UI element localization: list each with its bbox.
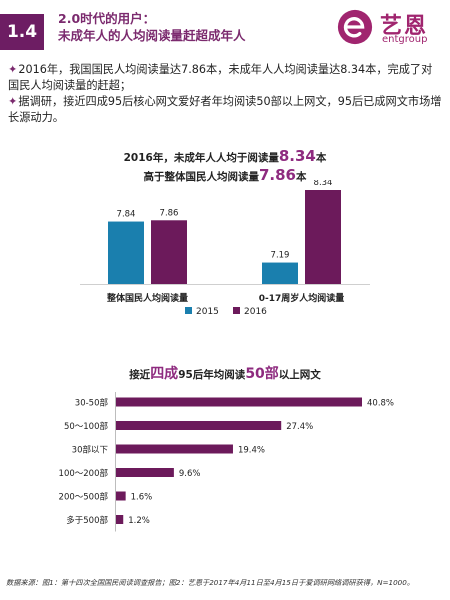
chart1-title-highlight: 7.86 bbox=[258, 166, 296, 184]
chart2-title-text: 接近 bbox=[129, 369, 151, 381]
web-novel-reading-bar-chart: 30-50部 40.8% 50～100部 27.4% 30部以下 19.4% 100～200… bbox=[59, 392, 394, 532]
category-label: 30部以下 bbox=[72, 445, 109, 456]
category-label: 100～200部 bbox=[59, 468, 109, 479]
logo-english-text: entgroup bbox=[382, 34, 428, 45]
bullet-icon: ✦ bbox=[8, 95, 18, 108]
intro-paragraph-2: ✦据调研，接近四成95后核心网文爱好者年均阅读50部以上网文，95后已成网文市场… bbox=[8, 94, 442, 126]
bar-2 bbox=[116, 444, 233, 454]
header: 1.4 2.0时代的用户： 未成年人的人均阅读量赶超成年人 艺恩 entgrou… bbox=[0, 0, 450, 58]
data-label: 9.6% bbox=[179, 469, 201, 479]
chart2-title-highlight: 50部 bbox=[245, 366, 279, 382]
reading-volume-bar-chart: 7.84 7.86 整体国民人均阅读量 7.19 8.34 0-17周岁人均阅读量 2015… bbox=[80, 180, 370, 317]
chart1-title-text: 2016年，未成年人人均于阅读量 bbox=[123, 152, 279, 164]
category-label: 多于500部 bbox=[66, 515, 108, 526]
chart2-title-text: 以上网文 bbox=[278, 369, 321, 381]
data-source-footnote: 数据来源：图1：第十四次全国国民阅读调查报告；图2：艺恩于2017年4月11日至… bbox=[6, 578, 415, 587]
bar-2016-0 bbox=[151, 220, 187, 284]
data-label: 40.8% bbox=[367, 399, 394, 409]
chart2-title-text: 95后年均阅读 bbox=[178, 369, 246, 381]
bullet-icon: ✦ bbox=[8, 63, 18, 76]
bar-2015-1 bbox=[262, 262, 298, 284]
data-label: 7.19 bbox=[271, 251, 290, 261]
chart2-title-highlight: 四成 bbox=[150, 366, 179, 382]
data-label: 7.84 bbox=[117, 210, 136, 220]
header-title: 2.0时代的用户： 未成年人的人均阅读量赶超成年人 bbox=[58, 10, 246, 44]
chart1-title-unit: 本 bbox=[296, 171, 307, 183]
header-title-line2: 未成年人的人均阅读量赶超成年人 bbox=[58, 28, 246, 43]
intro-paragraph-2-text: 据调研，接近四成95后核心网文爱好者年均阅读50部以上网文，95后已成网文市场增… bbox=[8, 95, 442, 124]
category-label: 50～100部 bbox=[64, 421, 109, 432]
chart1-title-highlight: 8.34 bbox=[278, 147, 316, 165]
legend-label: 2015 bbox=[196, 307, 219, 317]
header-title-line1: 2.0时代的用户： bbox=[58, 11, 156, 26]
bar-1 bbox=[116, 421, 282, 430]
bar-4 bbox=[116, 491, 126, 501]
chart1-title: 2016年，未成年人人均于阅读量8.34本 高于整体国民人均阅读量7.86本 bbox=[0, 148, 450, 186]
category-label: 整体国民人均阅读量 bbox=[106, 292, 188, 304]
logo-mark-icon bbox=[337, 9, 373, 45]
intro-text: ✦2016年，我国国民人均阅读量达7.86本，未成年人人均阅读量达8.34本，完… bbox=[8, 62, 442, 126]
data-label: 27.4% bbox=[286, 422, 313, 432]
category-label: 0-17周岁人均阅读量 bbox=[259, 292, 345, 304]
chart1-title-text: 高于整体国民人均阅读量 bbox=[143, 171, 259, 183]
category-label: 30-50部 bbox=[75, 398, 109, 409]
chart1-title-unit: 本 bbox=[315, 152, 327, 164]
data-label: 1.6% bbox=[131, 493, 153, 503]
bar-2015-0 bbox=[108, 221, 144, 284]
legend-swatch-2015 bbox=[185, 307, 192, 314]
chart2-title: 接近四成95后年均阅读50部以上网文 bbox=[0, 363, 450, 383]
legend-swatch-2016 bbox=[233, 307, 240, 314]
category-label: 200～500部 bbox=[59, 492, 109, 503]
data-label: 7.86 bbox=[160, 208, 179, 218]
bar-5 bbox=[116, 515, 124, 524]
data-label: 1.2% bbox=[128, 516, 150, 526]
data-label: 19.4% bbox=[238, 446, 265, 456]
section-number-badge: 1.4 bbox=[0, 14, 44, 50]
bar-2016-1 bbox=[305, 190, 341, 284]
logo-chinese-text: 艺恩 bbox=[380, 14, 429, 39]
bar-3 bbox=[116, 468, 174, 477]
chart1-title-line2: 高于整体国民人均阅读量7.86本 bbox=[0, 167, 450, 186]
intro-paragraph-1: ✦2016年，我国国民人均阅读量达7.86本，未成年人人均阅读量达8.34本，完… bbox=[8, 62, 442, 94]
intro-paragraph-1-text: 2016年，我国国民人均阅读量达7.86本，未成年人人均阅读量达8.34本，完成… bbox=[8, 63, 433, 92]
data-label: 8.34 bbox=[314, 180, 333, 188]
legend-label: 2016 bbox=[244, 307, 267, 317]
chart1-title-line1: 2016年，未成年人人均于阅读量8.34本 bbox=[0, 148, 450, 167]
bar-0 bbox=[116, 397, 362, 407]
entgroup-logo: 艺恩 entgroup bbox=[332, 6, 444, 50]
